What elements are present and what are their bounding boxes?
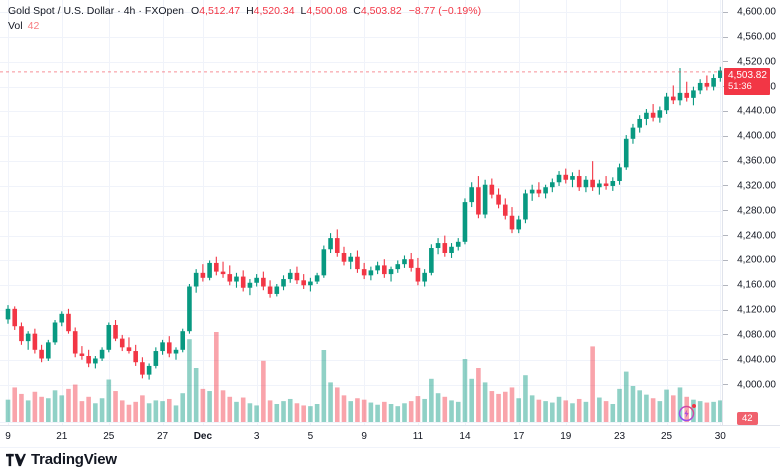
- time-axis[interactable]: 9 21 25 27 Dec 3 5 9 11 14 17 19 23 25 30: [0, 425, 780, 447]
- candlestick-series[interactable]: [0, 0, 722, 425]
- current-price-value: 4,503.82: [728, 69, 767, 81]
- tradingview-wordmark: TradingView: [31, 451, 117, 468]
- price-tick-mark: [723, 309, 728, 311]
- price-tick-mark: [723, 284, 728, 286]
- legend-symbol-row: Gold Spot / U.S. Dollar · 4h · FXOpen O4…: [8, 5, 481, 18]
- price-tick-label: 4,120.00: [737, 304, 776, 316]
- time-tick-label: 21: [56, 431, 68, 442]
- chart-gridlines: [0, 0, 722, 425]
- legend-separator-2: ·: [138, 5, 142, 17]
- price-axis[interactable]: 4,503.82 51:36 42 4,600.00 4,560.00 4,520.…: [722, 0, 780, 425]
- chart-legend[interactable]: Gold Spot / U.S. Dollar · 4h · FXOpen O4…: [8, 5, 481, 33]
- price-tick-mark: [723, 259, 728, 261]
- price-tick-mark: [723, 210, 728, 212]
- low-label: L: [300, 5, 307, 17]
- volume-label: Vol: [8, 20, 23, 32]
- chart-footer: TradingView: [0, 447, 780, 470]
- price-tick-mark: [723, 235, 728, 237]
- price-tick-mark: [723, 61, 728, 63]
- close-value: 4,503.82: [360, 5, 402, 17]
- price-tick-label: 4,600.00: [737, 6, 776, 18]
- price-tick-label: 4,360.00: [737, 155, 776, 167]
- bar-countdown: 51:36: [728, 81, 752, 93]
- interval-label[interactable]: 4h: [123, 5, 136, 17]
- time-tick-label: 3: [253, 431, 260, 442]
- price-tick-label: 4,200.00: [737, 254, 776, 266]
- price-tick-mark: [723, 135, 728, 137]
- legend-volume-row[interactable]: Vol 42: [8, 20, 481, 33]
- price-tick-label: 4,520.00: [737, 56, 776, 68]
- volume-badge-value: 42: [742, 413, 753, 424]
- open-value: 4,512.47: [199, 5, 241, 17]
- close-label: C: [353, 5, 361, 17]
- price-tick-mark: [723, 334, 728, 336]
- price-tick-label: 4,280.00: [737, 205, 776, 217]
- volume-badge: 42: [737, 412, 758, 425]
- price-tick-mark: [723, 384, 728, 386]
- price-tick-label: 4,240.00: [737, 230, 776, 242]
- time-tick-label: 30: [714, 431, 726, 442]
- close-group: C4,503.82: [353, 5, 401, 17]
- change-value: −8.77 (−0.19%): [408, 5, 482, 17]
- price-tick-mark: [723, 185, 728, 187]
- time-tick-label: 25: [103, 431, 115, 442]
- time-tick-label: 5: [307, 431, 314, 442]
- price-tick-label: 4,080.00: [737, 329, 776, 341]
- price-tick-mark: [723, 11, 728, 13]
- price-tick-label: 4,160.00: [737, 279, 776, 291]
- price-tick-label: 4,320.00: [737, 180, 776, 192]
- symbol-name[interactable]: Gold Spot / U.S. Dollar: [8, 5, 115, 17]
- high-value: 4,520.34: [253, 5, 295, 17]
- time-tick-label: 19: [560, 431, 572, 442]
- price-tick-mark: [723, 359, 728, 361]
- high-label: H: [246, 5, 254, 17]
- price-tick-label: 4,440.00: [737, 105, 776, 117]
- volume-value: 42: [27, 20, 40, 32]
- exchange-label[interactable]: FXOpen: [144, 5, 185, 17]
- low-group: L4,500.08: [301, 5, 348, 17]
- tradingview-logo[interactable]: TradingView: [6, 451, 117, 468]
- current-price-badge: 4,503.82 51:36: [724, 67, 770, 95]
- chart-plot-area[interactable]: [0, 0, 722, 425]
- tradingview-mark-icon: [6, 453, 26, 466]
- time-tick-label: 27: [156, 431, 169, 442]
- price-tick-label: 4,000.00: [737, 379, 776, 391]
- price-tick-mark: [723, 160, 728, 162]
- alert-notification-dot: [692, 404, 696, 408]
- high-group: H4,520.34: [246, 5, 294, 17]
- low-value: 4,500.08: [306, 5, 348, 17]
- price-tick-label: 4,040.00: [737, 354, 776, 366]
- time-tick-label: Dec: [193, 431, 213, 442]
- time-tick-label: 9: [5, 431, 11, 442]
- time-tick-label: 11: [412, 431, 424, 442]
- price-tick-mark: [723, 110, 728, 112]
- bolt-circle-glyph: [678, 405, 695, 422]
- price-tick-mark: [723, 36, 728, 38]
- price-tick-label: 4,400.00: [737, 130, 776, 142]
- price-tick-label: 4,560.00: [737, 31, 776, 43]
- time-tick-label: 17: [513, 431, 525, 442]
- open-label: O: [191, 5, 200, 17]
- time-tick-label: 23: [613, 431, 626, 442]
- time-tick-label: 14: [459, 431, 471, 442]
- open-group: O4,512.47: [191, 5, 240, 17]
- quick-alert-bolt-icon[interactable]: [678, 404, 696, 422]
- time-tick-label: 9: [361, 431, 367, 442]
- ohlc-values: O4,512.47 H4,520.34 L4,500.08 C4,503.82 −8.7…: [191, 5, 481, 18]
- time-tick-label: 25: [660, 431, 673, 442]
- legend-separator-1: ·: [117, 5, 121, 17]
